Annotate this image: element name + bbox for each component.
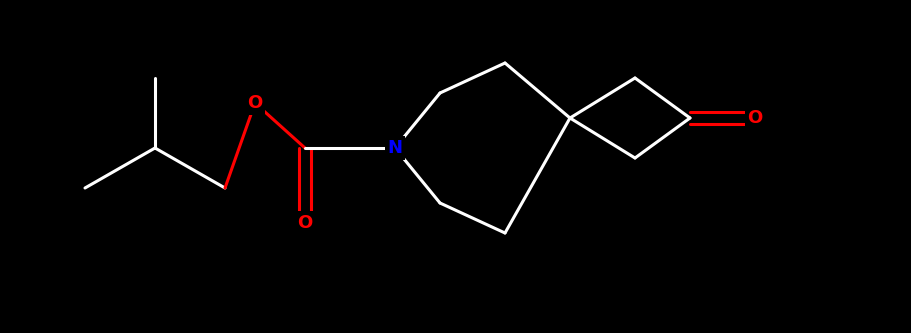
Text: O: O bbox=[297, 214, 312, 232]
Text: O: O bbox=[248, 94, 262, 112]
Text: N: N bbox=[387, 139, 403, 157]
Text: O: O bbox=[747, 109, 763, 127]
